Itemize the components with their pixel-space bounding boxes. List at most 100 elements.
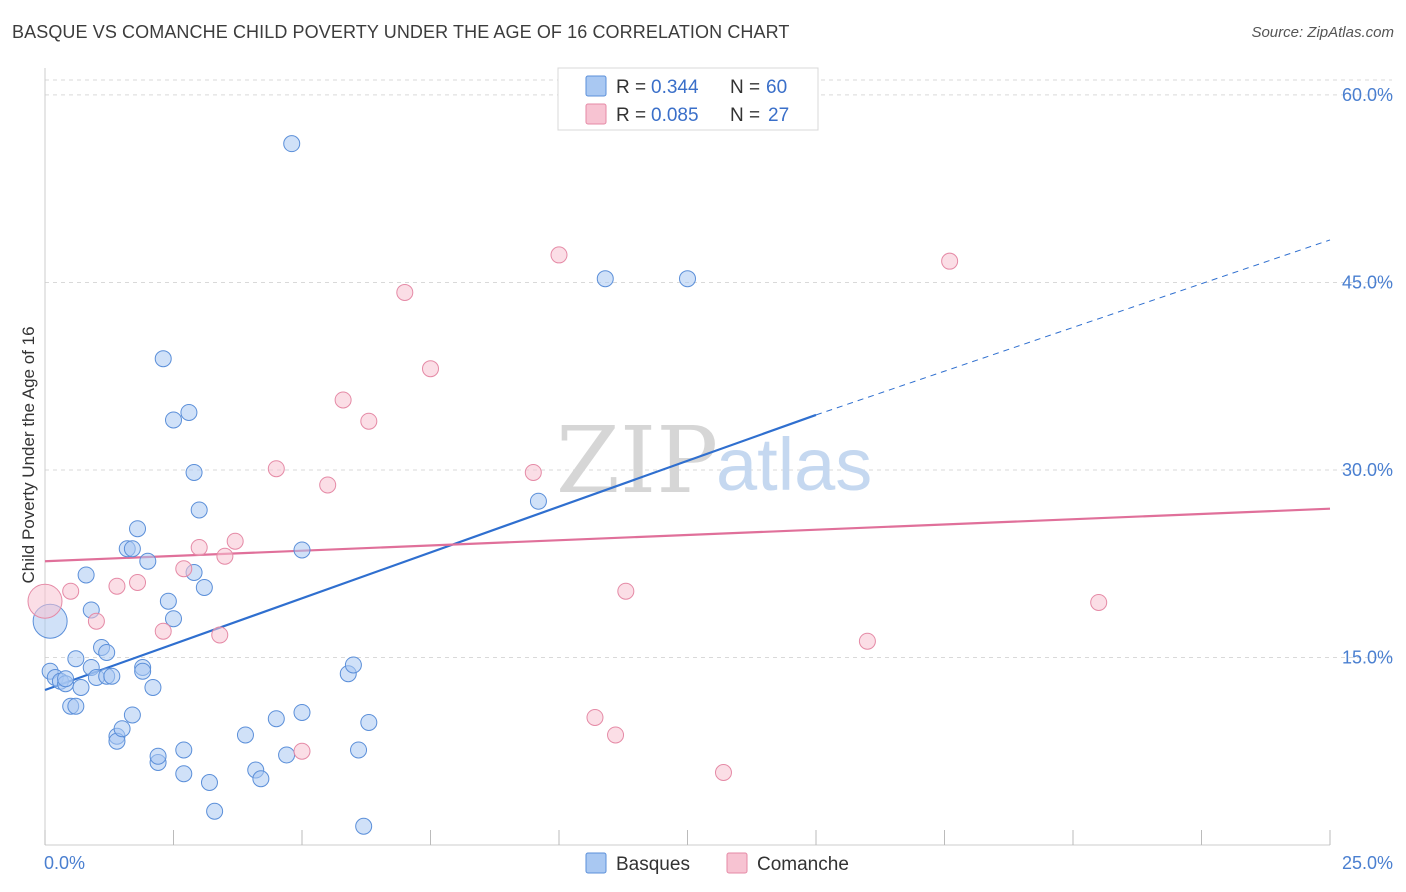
point-basques-41 bbox=[195, 578, 213, 596]
point-basques-49 bbox=[283, 135, 301, 153]
point-comanche-1 bbox=[62, 582, 80, 600]
point-basques-58 bbox=[596, 270, 614, 288]
legend-n-value-basques: 60 bbox=[766, 77, 787, 98]
legend-swatch-comanche bbox=[585, 103, 607, 125]
point-basques-57 bbox=[529, 492, 547, 510]
y-tick-labels: 15.0% 30.0% 45.0% 60.0% bbox=[1342, 85, 1393, 668]
x-tick-label-0: 0.0% bbox=[44, 853, 85, 873]
point-basques-7 bbox=[67, 650, 85, 668]
series-basques bbox=[32, 135, 696, 835]
point-basques-38 bbox=[185, 463, 203, 481]
point-basques-47 bbox=[267, 710, 285, 728]
trendlines bbox=[44, 239, 1331, 692]
point-basques-9 bbox=[72, 678, 90, 696]
point-comanche-0 bbox=[27, 583, 63, 619]
point-comanche-16 bbox=[396, 283, 414, 301]
point-basques-26 bbox=[134, 662, 152, 680]
point-basques-22 bbox=[123, 540, 141, 558]
series-legend-swatch-basques bbox=[585, 852, 607, 874]
point-comanche-25 bbox=[941, 252, 959, 270]
legend-r-value-comanche: 0.085 bbox=[651, 105, 699, 126]
legend-r-value-basques: 0.344 bbox=[651, 77, 699, 98]
point-basques-55 bbox=[360, 713, 378, 731]
point-basques-54 bbox=[350, 741, 368, 759]
point-comanche-8 bbox=[211, 626, 229, 644]
axes-layer bbox=[44, 68, 1331, 846]
point-comanche-13 bbox=[319, 476, 337, 494]
point-basques-28 bbox=[144, 678, 162, 696]
point-comanche-26 bbox=[1090, 593, 1108, 611]
point-basques-10 bbox=[77, 566, 95, 584]
point-comanche-2 bbox=[87, 612, 105, 630]
point-basques-46 bbox=[252, 770, 270, 788]
point-basques-40 bbox=[190, 501, 208, 519]
point-basques-16 bbox=[98, 643, 116, 661]
chart-title: BASQUE VS COMANCHE CHILD POVERTY UNDER T… bbox=[12, 22, 790, 42]
y-tick-label-0: 15.0% bbox=[1342, 647, 1393, 667]
series-legend-swatch-comanche bbox=[726, 852, 748, 874]
point-basques-30 bbox=[149, 747, 167, 765]
y-tick-label-1: 30.0% bbox=[1342, 460, 1393, 480]
point-comanche-3 bbox=[108, 577, 126, 595]
grid-layer bbox=[45, 79, 1392, 658]
source-label: Source: ZipAtlas.com bbox=[1251, 24, 1394, 41]
point-comanche-9 bbox=[216, 547, 234, 565]
series-legend-label-comanche: Comanche bbox=[757, 854, 849, 875]
point-comanche-10 bbox=[226, 532, 244, 550]
point-basques-50 bbox=[293, 541, 311, 559]
point-comanche-7 bbox=[190, 538, 208, 556]
y-tick-label-2: 45.0% bbox=[1342, 272, 1393, 292]
legend-swatch-basques bbox=[585, 75, 607, 97]
point-basques-34 bbox=[165, 610, 182, 628]
point-basques-20 bbox=[113, 720, 131, 738]
point-basques-48 bbox=[278, 746, 296, 764]
point-basques-44 bbox=[236, 726, 254, 744]
point-comanche-17 bbox=[422, 360, 439, 378]
point-comanche-15 bbox=[360, 412, 378, 430]
legend-n-label-basques: N = bbox=[730, 77, 760, 98]
point-basques-23 bbox=[123, 706, 141, 724]
watermark: ZIP atlas bbox=[556, 407, 872, 514]
y-axis-label: Child Poverty Under the Age of 16 bbox=[19, 326, 38, 583]
series-legend-label-basques: Basques bbox=[616, 854, 690, 875]
point-basques-36 bbox=[175, 741, 193, 759]
legend-r-label-basques: R = bbox=[616, 77, 646, 98]
series-comanche bbox=[27, 246, 1108, 781]
point-basques-32 bbox=[159, 592, 177, 610]
point-comanche-6 bbox=[175, 560, 193, 578]
watermark-atlas: atlas bbox=[716, 423, 872, 506]
point-basques-31 bbox=[154, 350, 172, 368]
point-basques-37 bbox=[180, 403, 198, 421]
legend-n-label-comanche: N = bbox=[730, 105, 760, 126]
point-comanche-12 bbox=[293, 742, 311, 760]
point-basques-33 bbox=[165, 411, 182, 429]
point-basques-43 bbox=[206, 802, 224, 820]
point-comanche-21 bbox=[607, 726, 625, 744]
point-comanche-23 bbox=[714, 763, 732, 781]
point-basques-5 bbox=[57, 670, 75, 688]
point-basques-53 bbox=[344, 656, 362, 674]
point-comanche-11 bbox=[267, 460, 285, 478]
point-basques-17 bbox=[103, 667, 121, 685]
point-comanche-18 bbox=[524, 463, 542, 481]
trendline-comanche bbox=[44, 507, 1331, 563]
point-comanche-4 bbox=[129, 573, 147, 591]
point-comanche-14 bbox=[334, 391, 352, 409]
point-comanche-22 bbox=[617, 582, 635, 600]
legend-r-label-comanche: R = bbox=[616, 105, 646, 126]
point-basques-59 bbox=[679, 270, 696, 288]
point-basques-24 bbox=[129, 520, 147, 538]
point-comanche-20 bbox=[586, 708, 604, 726]
series-legend: Basques Comanche bbox=[585, 852, 849, 875]
point-comanche-5 bbox=[154, 622, 172, 640]
point-basques-35 bbox=[175, 765, 193, 783]
x-tick-labels: 0.0% 25.0% bbox=[44, 853, 1393, 873]
point-comanche-19 bbox=[550, 246, 568, 264]
trendline-basques-extension bbox=[815, 239, 1331, 416]
point-basques-8 bbox=[67, 697, 85, 715]
point-basques-42 bbox=[200, 773, 218, 791]
stats-legend: R = 0.344 N = 60 R = 0.085 N = 27 bbox=[557, 67, 819, 131]
point-basques-27 bbox=[139, 552, 157, 570]
legend-n-value-comanche: 27 bbox=[768, 105, 789, 126]
